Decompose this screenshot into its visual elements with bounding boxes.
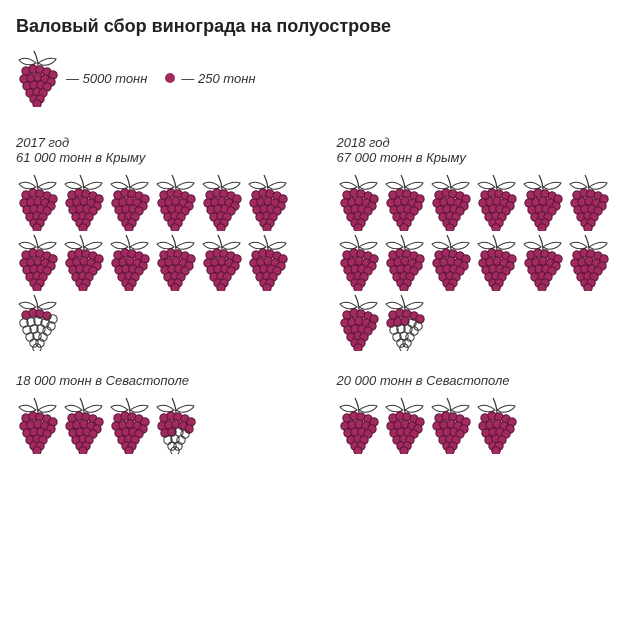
grape-cluster-icon xyxy=(108,173,152,231)
sevastopol-label-2018: 20 000 тонн в Севастополе xyxy=(337,373,618,388)
col-2017: 2017 год 61 000 тонн в Крыму xyxy=(16,135,297,476)
grape-grid xyxy=(337,396,618,454)
grape-cluster-icon xyxy=(16,49,60,107)
grape-cluster-icon xyxy=(62,233,106,291)
grape-cluster-icon xyxy=(429,173,473,231)
grape-cluster-partial-icon xyxy=(154,396,198,454)
grape-cluster-icon xyxy=(16,233,60,291)
grape-cluster-icon xyxy=(16,396,60,454)
grape-cluster-icon xyxy=(337,396,381,454)
grape-cluster-icon xyxy=(567,233,611,291)
grape-cluster-icon xyxy=(521,233,565,291)
grape-cluster-icon xyxy=(246,233,290,291)
grape-cluster-icon xyxy=(200,173,244,231)
grape-cluster-partial-icon xyxy=(16,293,60,351)
grape-cluster-icon xyxy=(16,173,60,231)
grape-cluster-icon xyxy=(337,173,381,231)
grape-grid xyxy=(16,396,297,454)
grape-cluster-icon xyxy=(475,173,519,231)
page-title: Валовый сбор винограда на полуострове xyxy=(16,16,617,37)
year-label-2018: 2018 год xyxy=(337,135,618,150)
legend-dot-label: — 250 тонн xyxy=(181,71,255,86)
grape-cluster-icon xyxy=(521,173,565,231)
grape-cluster-icon xyxy=(567,173,611,231)
grape-dot-icon xyxy=(165,73,175,83)
grape-cluster-icon xyxy=(246,173,290,231)
grape-grid xyxy=(16,173,297,351)
legend: — 5000 тонн — 250 тонн xyxy=(16,49,617,107)
grape-cluster-icon xyxy=(383,233,427,291)
year-label-2017: 2017 год xyxy=(16,135,297,150)
grape-cluster-icon xyxy=(62,396,106,454)
crimea-label-2018: 67 000 тонн в Крыму xyxy=(337,150,618,165)
grape-cluster-icon xyxy=(337,293,381,351)
legend-cluster-label: — 5000 тонн xyxy=(66,71,147,86)
grape-cluster-icon xyxy=(429,233,473,291)
grape-cluster-icon xyxy=(154,233,198,291)
grape-cluster-icon xyxy=(108,396,152,454)
col-2018: 2018 год 67 000 тонн в Крыму xyxy=(337,135,618,476)
legend-dot: — 250 тонн xyxy=(165,71,255,86)
grape-cluster-icon xyxy=(429,396,473,454)
grape-cluster-icon xyxy=(383,396,427,454)
grape-cluster-icon xyxy=(108,233,152,291)
sevastopol-label-2017: 18 000 тонн в Севастополе xyxy=(16,373,297,388)
grape-grid xyxy=(337,173,618,351)
legend-cluster: — 5000 тонн xyxy=(16,49,147,107)
grape-cluster-icon xyxy=(475,233,519,291)
grape-cluster-icon xyxy=(200,233,244,291)
grape-cluster-icon xyxy=(154,173,198,231)
crimea-label-2017: 61 000 тонн в Крыму xyxy=(16,150,297,165)
columns: 2017 год 61 000 тонн в Крыму xyxy=(16,135,617,476)
grape-cluster-icon xyxy=(337,233,381,291)
grape-cluster-partial-icon xyxy=(383,293,427,351)
grape-cluster-icon xyxy=(62,173,106,231)
grape-cluster-icon xyxy=(475,396,519,454)
grape-cluster-icon xyxy=(383,173,427,231)
